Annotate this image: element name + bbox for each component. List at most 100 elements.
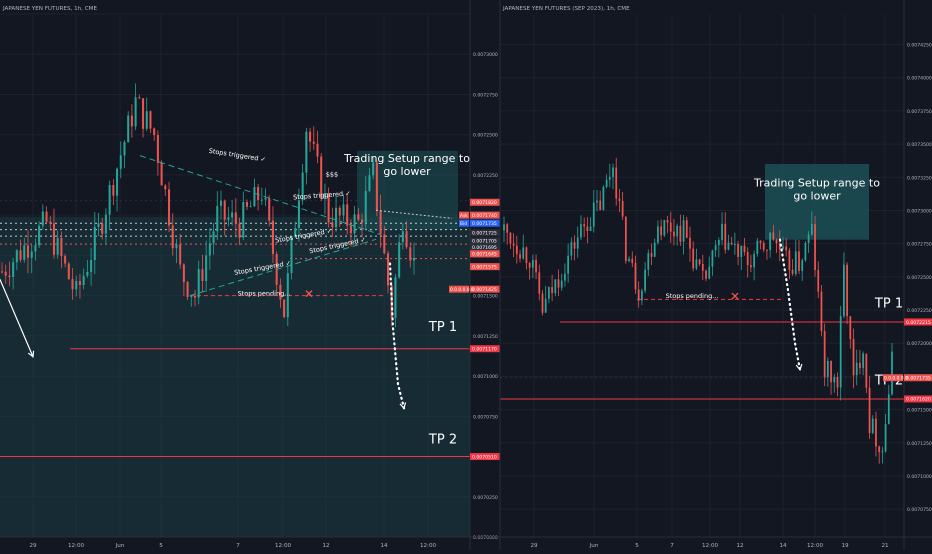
panel-1-arrow-head: [795, 363, 803, 371]
panel-1-candle-body: [788, 250, 791, 270]
panel-1-candle-body: [628, 258, 630, 262]
panel-0-candle-body: [19, 250, 22, 260]
panel-1-candle-body: [862, 353, 865, 369]
panel-1-candle-body: [663, 220, 666, 236]
panel-1-candle-body: [807, 234, 810, 243]
panel-0-candle-body: [97, 223, 100, 227]
panel-0-price-tag: [470, 219, 500, 227]
panel-0-candle-body: [301, 172, 304, 201]
panel-1-candle-body: [804, 242, 807, 261]
panel-0-candle-body: [116, 168, 119, 196]
panel-0-candle-body: [60, 237, 63, 257]
panel-1-candle-body: [855, 362, 858, 376]
panel-1-tick-label: 0.0072000: [907, 341, 932, 347]
panel-0-price-tag-text: 0.0071725: [472, 231, 497, 237]
panel-1-candle-body: [544, 298, 547, 313]
panel-0-tick-label: 0.0073000: [473, 52, 498, 58]
panel-0-candle-body: [372, 162, 375, 176]
panel-0-candle-body: [149, 111, 152, 129]
panel-1-candle-body: [833, 377, 836, 383]
panel-0-zone: [0, 216, 470, 538]
panel-1-candle-body: [849, 316, 852, 340]
panel-0-candle-body: [349, 225, 352, 234]
panel-0-candle-body: [197, 269, 200, 298]
panel-0-candle-body: [394, 277, 397, 318]
panel-1-candle-body: [868, 387, 871, 434]
panel-0-title: JAPANESE YEN FUTURES, 1h, CME: [2, 6, 97, 12]
panel-1-candle-body: [775, 239, 778, 244]
panel-0-candle-body: [26, 245, 30, 258]
panel-1-candle-body: [724, 223, 727, 250]
panel-1-tp-label: TP 1: [874, 296, 903, 311]
panel-1-candle-body: [801, 260, 804, 272]
panel-0-candle-body: [412, 257, 416, 261]
panel-1-candle-body: [676, 225, 679, 237]
panel-0-time-label: 12:00: [275, 543, 292, 549]
panel-0-price-tag-prefix-text: Ask: [460, 213, 468, 219]
panel-1-candle-body: [666, 220, 669, 223]
panel-0-price-tag: [470, 345, 500, 353]
panel-1-candle-body: [737, 244, 739, 257]
panel-1-tick-label: 0.0073250: [907, 175, 932, 181]
panel-1-candle-body: [564, 273, 566, 281]
panel-0-candle-body: [41, 211, 44, 226]
panel-1-candle-body: [669, 222, 672, 232]
panel-0-candle-body: [212, 231, 215, 244]
panel-0-candle-body: [171, 225, 174, 249]
panel-1-candle-body: [580, 224, 582, 238]
panel-0-candle-body: [179, 244, 182, 265]
panel-1-candle-body: [551, 287, 553, 294]
panel-1-time-label: 12:00: [702, 543, 719, 549]
panel-1-tick-label: 0.0074250: [907, 43, 932, 49]
panel-0-candle-body: [375, 162, 378, 211]
panel-0-candle-body: [216, 205, 219, 232]
panel-0-candle-body: [127, 115, 130, 143]
panel-0-candle-body: [271, 220, 274, 255]
panel-1-candle-body: [557, 279, 560, 288]
panel-0-price-tag-prefix: [459, 219, 469, 227]
panel-0-time-label: 14: [380, 543, 388, 549]
panel-0-candle-body: [290, 237, 293, 274]
panel-1-price-axis: [904, 0, 932, 550]
panel-0-candle-body: [71, 279, 74, 290]
panel-0-candle-body: [134, 97, 137, 127]
panel-1-candle-body: [852, 339, 855, 376]
panel-1-candle-body: [817, 269, 820, 292]
panel-1-time-label: 14: [779, 543, 787, 549]
panel-1-candle-body: [637, 289, 640, 301]
panel-1-tick-label: 0.0072750: [907, 242, 932, 248]
panel-1-candle-body: [506, 224, 509, 233]
panel-1-candle-body: [673, 231, 675, 237]
panel-0-price-tag-text: 0.0071695: [472, 245, 497, 251]
panel-1-setup-text: go lower: [793, 190, 841, 203]
panel-0-candle-body: [316, 143, 319, 157]
panel-0-tick-label: 0.0072250: [473, 173, 498, 179]
panel-1-candle-body: [756, 240, 759, 254]
panel-0-candle-body: [175, 244, 178, 249]
panel-0-price-tag-text: 0.0071740: [472, 213, 497, 219]
panel-0-candle-body: [335, 207, 338, 228]
panel-1-candle-body: [794, 251, 797, 274]
panel-1-background: [500, 0, 932, 550]
panel-0-candle-body: [156, 135, 159, 163]
panel-0-candle-body: [201, 269, 204, 282]
panel-1-candle-body: [589, 226, 592, 231]
panel-0-price-tag: [470, 250, 500, 258]
panel-0-time-label: 12:00: [420, 543, 437, 549]
panel-0-candle-body: [361, 219, 364, 223]
panel-1-candle-body: [875, 418, 877, 447]
panel-1-candle-body: [698, 259, 701, 264]
panel-0-candle-body: [4, 271, 7, 276]
panel-1-candle-body: [618, 198, 621, 201]
panel-0-candle-body: [49, 221, 52, 224]
panel-0-candle-body: [78, 280, 81, 286]
panel-1-candle-body: [525, 247, 528, 264]
panel-1-candle-body: [596, 200, 598, 203]
panel-0-candle-body: [93, 226, 96, 261]
panel-0-tick-label: 0.0072500: [473, 133, 498, 139]
panel-1-candle-body: [592, 202, 595, 227]
panel-0-candle-body: [208, 243, 211, 256]
panel-0-tick-label: 0.0071500: [473, 294, 498, 300]
panel-0-candle-body: [0, 271, 4, 273]
panel-0-note: $$$: [326, 171, 338, 179]
